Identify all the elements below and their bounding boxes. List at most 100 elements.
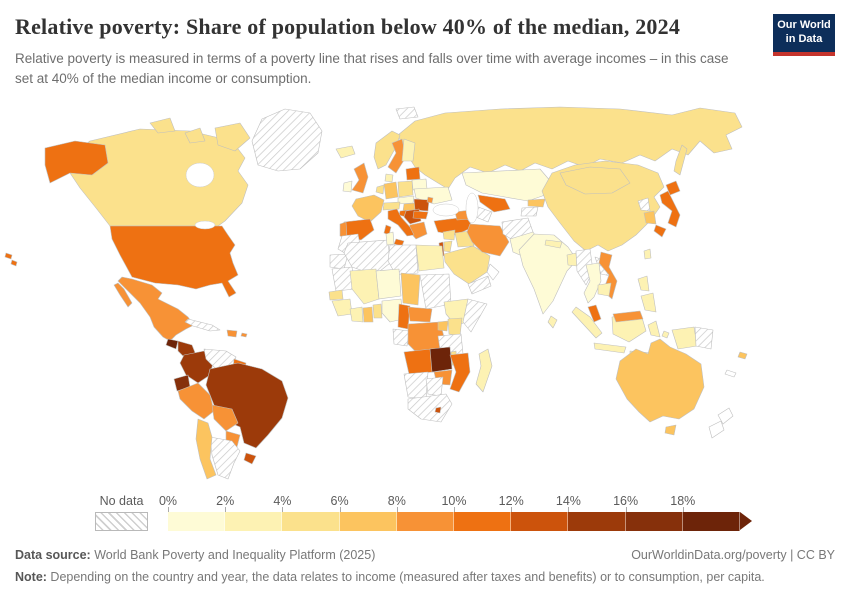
country-cambodia[interactable]: Cambodia: 2–4%: [597, 282, 612, 297]
country-saudi-arabia[interactable]: Saudi Arabia: 4–6%: [443, 245, 491, 285]
owid-link[interactable]: OurWorldinData.org/poverty | CC BY: [631, 548, 835, 562]
country-egypt[interactable]: Egypt: 2–4%: [415, 244, 445, 272]
country-czech-slovakia[interactable]: Czechia / Slovakia: 0–2%: [397, 195, 415, 205]
country-bolivia[interactable]: Bolivia: 8–10%: [211, 404, 239, 432]
country-romania[interactable]: Romania: 12–14%: [413, 198, 430, 212]
country-austria-switzerland[interactable]: Austria / Switzerland: 4–6%: [382, 201, 401, 211]
country-new-zealand-north[interactable]: New Zealand: No data: [717, 407, 734, 425]
country-australia[interactable]: Australia: 6–8%: [615, 338, 705, 423]
legend-bin[interactable]: [168, 512, 226, 531]
country-hispaniola[interactable]: Dominican Republic / Haiti: 8–10%: [226, 329, 238, 338]
country-finland[interactable]: Finland: 2–4%: [401, 138, 416, 162]
country-jordan[interactable]: Jordan: 4–6%: [443, 240, 453, 253]
country-bangladesh[interactable]: Bangladesh: 2–4%: [566, 252, 578, 267]
country-ivory-coast[interactable]: Côte d'Ivoire: 2–4%: [349, 306, 364, 323]
country-germany[interactable]: Germany: 6–8%: [383, 181, 399, 200]
country-central-african-republic[interactable]: Central African Republic: 8–10%: [407, 306, 433, 323]
country-papua-new-guinea[interactable]: Papua New Guinea: No data: [694, 326, 714, 350]
country-botswana[interactable]: Botswana: No data: [425, 376, 444, 397]
country-cuba[interactable]: Cuba: No data: [184, 318, 221, 332]
no-data-swatch[interactable]: [95, 512, 148, 531]
country-north-korea[interactable]: North Korea: No data: [637, 197, 651, 212]
country-senegal[interactable]: Senegal: 4–6%: [328, 289, 344, 301]
country-madagascar[interactable]: Madagascar: 2–4%: [475, 348, 493, 393]
country-greenland[interactable]: Greenland: No data: [251, 108, 323, 172]
country-canada-arctic-2[interactable]: Canada: 4–6%: [184, 127, 206, 144]
country-denmark[interactable]: Denmark: 2–4%: [384, 173, 394, 183]
country-niger[interactable]: Niger: 0–2%: [375, 268, 402, 300]
country-taiwan[interactable]: Taiwan: 2–4%: [643, 248, 652, 260]
country-new-zealand-south[interactable]: New Zealand: No data: [708, 420, 725, 439]
country-moldova[interactable]: Moldova: 8–10%: [426, 196, 434, 204]
country-kenya[interactable]: Kenya: 4–6%: [447, 317, 463, 337]
country-western-sahara[interactable]: Western Sahara: No data: [329, 253, 349, 270]
country-bulgaria[interactable]: Bulgaria: 10–12%: [412, 210, 429, 220]
country-japan-honshu[interactable]: Japan: 10–12%: [659, 190, 681, 228]
country-malaysia-borneo[interactable]: Malaysia (Borneo): 8–10%: [612, 310, 644, 323]
country-uganda[interactable]: Uganda: 6–8%: [437, 320, 449, 332]
country-guatemala[interactable]: Guatemala: 18%+: [165, 338, 179, 350]
country-vietnam[interactable]: Vietnam: 8–10%: [598, 251, 618, 300]
country-poland[interactable]: Poland: 4–6%: [397, 180, 414, 198]
country-sri-lanka[interactable]: Sri Lanka: 2–4%: [547, 315, 558, 329]
country-somalia[interactable]: Somalia: No data: [462, 298, 488, 333]
country-nigeria[interactable]: Nigeria: 0–2%: [381, 298, 404, 323]
country-hawaii-2[interactable]: United States (Hawaii): 10–12%: [10, 259, 18, 267]
country-puerto-rico[interactable]: Puerto Rico: 8–10%: [240, 332, 248, 338]
country-kyrgyzstan[interactable]: Kyrgyzstan: 6–8%: [527, 198, 546, 208]
country-russia[interactable]: Russia: 4–6%: [397, 106, 743, 190]
country-alaska[interactable]: United States (Alaska): 10–12%: [44, 140, 109, 184]
legend-no-data[interactable]: No data: [95, 494, 148, 531]
owid-logo[interactable]: Our World in Data: [773, 14, 835, 56]
country-mexico-baja[interactable]: Mexico: 8–10%: [113, 282, 133, 308]
country-russia-sakhalin[interactable]: Russia: 4–6%: [673, 144, 688, 176]
country-benelux[interactable]: Belgium / Netherlands: 4–6%: [375, 184, 385, 195]
country-svalbard[interactable]: Svalbard: No data: [395, 106, 419, 120]
country-hawaii[interactable]: United States (Hawaii): 10–12%: [4, 252, 13, 260]
country-guinea[interactable]: Guinea: 2–4%: [331, 298, 353, 317]
country-indonesia-maluku[interactable]: Indonesia: 2–4%: [661, 330, 670, 339]
legend-bin[interactable]: [282, 512, 340, 531]
country-japan-kyushu[interactable]: Japan: 10–12%: [653, 224, 667, 238]
country-mexico[interactable]: Mexico: 8–10%: [117, 276, 195, 342]
country-indonesia-java[interactable]: Indonesia: 2–4%: [593, 342, 627, 354]
country-malaysia[interactable]: Malaysia: 10–12%: [587, 304, 602, 323]
country-gabon-congo[interactable]: Gabon / Congo: No data: [392, 328, 410, 347]
country-philippines-mindanao[interactable]: Philippines: 2–4%: [640, 292, 657, 313]
country-angola[interactable]: Angola: 10–12%: [403, 348, 435, 375]
country-iceland[interactable]: Iceland: 2–4%: [335, 145, 356, 159]
country-tunisia[interactable]: Tunisia: 0–2%: [385, 231, 395, 246]
country-tajikistan[interactable]: Tajikistan: No data: [520, 206, 539, 217]
country-uk[interactable]: United Kingdom: 8–10%: [351, 162, 369, 194]
country-argentina[interactable]: Argentina: No data: [209, 436, 241, 480]
country-mali[interactable]: Mali: 2–4%: [349, 268, 380, 305]
country-baltics[interactable]: Baltic states: 10–12%: [405, 166, 421, 181]
country-indonesia-papua[interactable]: Indonesia: 2–4%: [671, 326, 698, 350]
country-canada-arctic-3[interactable]: Canada: 4–6%: [149, 117, 176, 134]
country-yemen[interactable]: Yemen: No data: [467, 275, 492, 295]
country-norway[interactable]: Norway: 4–6%: [373, 130, 401, 170]
country-mongolia[interactable]: Mongolia: 4–6%: [559, 166, 631, 195]
legend-bin[interactable]: [225, 512, 283, 531]
country-iran[interactable]: Iran: 8–10%: [466, 223, 510, 257]
country-philippines-luzon[interactable]: Philippines: 2–4%: [637, 275, 650, 292]
country-syria[interactable]: Syria: 4–6%: [442, 229, 456, 241]
country-chile[interactable]: Chile: 6–8%: [195, 418, 217, 480]
country-italy[interactable]: Italy: 10–12%: [387, 208, 415, 237]
country-thailand[interactable]: Thailand: 0–2%: [583, 262, 602, 304]
country-canada-arctic-1[interactable]: Canada: 4–6%: [214, 122, 251, 152]
country-new-caledonia[interactable]: New Caledonia: No data: [724, 369, 737, 378]
country-south-africa[interactable]: South Africa: No data: [407, 393, 453, 423]
country-mozambique[interactable]: Mozambique: 10–12%: [449, 352, 471, 393]
legend-bin[interactable]: [511, 512, 569, 531]
country-peru[interactable]: Peru: 8–10%: [177, 382, 215, 420]
country-indonesia-sulawesi[interactable]: Indonesia: 2–4%: [647, 320, 661, 338]
country-namibia[interactable]: Namibia: No data: [403, 371, 429, 400]
country-chad[interactable]: Chad: 6–8%: [400, 272, 421, 306]
country-ireland[interactable]: Ireland: 0–2%: [342, 180, 353, 193]
legend-bin[interactable]: [682, 512, 741, 531]
country-uruguay[interactable]: Uruguay: 12–14%: [243, 452, 257, 465]
legend-bin[interactable]: [396, 512, 455, 531]
country-australia-tasmania[interactable]: Australia: 6–8%: [664, 424, 677, 436]
country-indonesia-sumatra[interactable]: Indonesia: 2–4%: [571, 306, 603, 339]
